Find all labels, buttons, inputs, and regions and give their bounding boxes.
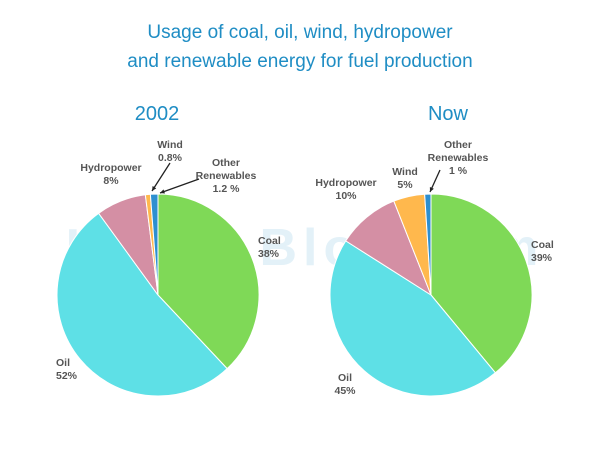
figure-title-line-1: Usage of coal, oil, wind, hydropower [147,22,453,43]
pie-now-label-oil: Oil 45% [334,372,356,397]
pie-now-slice-other-renewables [424,193,432,296]
pie-2002-label-coal: Coal 38% [258,235,281,260]
figure-title-line-2: and renewable energy for fuel production [127,51,473,72]
pie-2002-leader-wind [151,162,171,192]
pie-2002-slice-coal [157,193,260,370]
pie-now-slice-coal [430,193,533,374]
pie-2002-leader-other-renewables [159,178,200,194]
pie-now-label-hydropower: Hydropower 10% [315,177,376,202]
pie-now-slice-oil [329,240,497,397]
pie-2002-slice-other-renewables [149,193,159,296]
pie-title-2002: 2002 [134,103,180,125]
pie-now-label-wind: Wind 5% [392,166,418,191]
pie-now-label-coal: Coal 39% [531,239,554,264]
pie-2002-label-wind: Wind 0.8% [157,139,183,164]
pie-2002-label-other-renewables: Other Renewables 1.2 % [196,157,257,195]
pie-2002-arrow-other-renewables [160,189,165,194]
pie-now-arrow-other-renewables [429,187,434,192]
pie-2002-slice-oil [56,212,228,397]
pie-2002-arrow-wind [152,186,157,191]
pie-title-now: Now [427,103,468,125]
pie-now-label-other-renewables: Other Renewables 1 % [428,139,489,177]
pie-2002-label-oil: Oil 52% [56,357,78,382]
pie-2002-label-hydropower: Hydropower 8% [80,162,141,187]
